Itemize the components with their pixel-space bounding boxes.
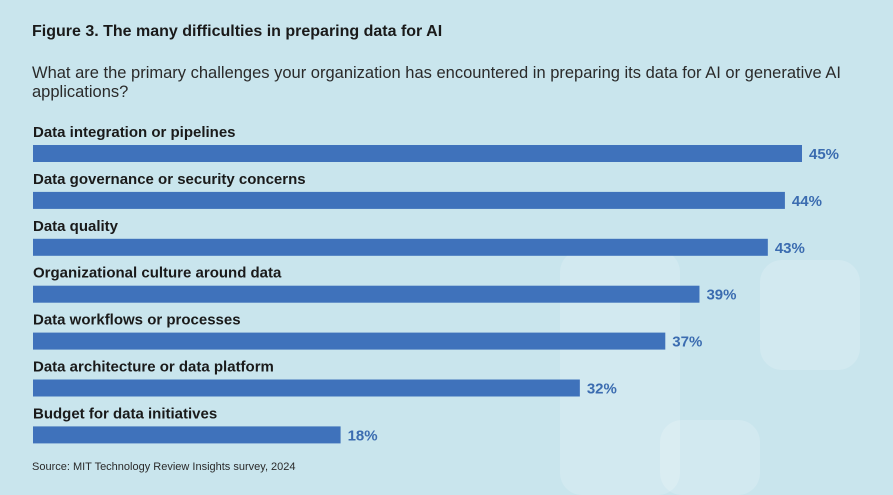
- chart-subtitle: What are the primary challenges your org…: [32, 64, 841, 101]
- value-label: 43%: [775, 240, 805, 257]
- bar: [33, 426, 341, 444]
- bar: [33, 285, 700, 303]
- value-label: 45%: [809, 146, 839, 163]
- source-note: Source: MIT Technology Review Insights s…: [32, 461, 296, 473]
- category-label: Data integration or pipelines: [33, 124, 236, 141]
- category-label: Data governance or security concerns: [33, 171, 306, 188]
- category-label: Organizational culture around data: [33, 265, 282, 282]
- bar: [33, 379, 580, 397]
- background-decoration: [760, 260, 860, 370]
- category-label: Data quality: [33, 218, 119, 235]
- value-label: 37%: [672, 334, 702, 351]
- category-label: Data architecture or data platform: [33, 359, 274, 376]
- value-label: 32%: [587, 381, 617, 398]
- value-label: 44%: [792, 193, 822, 210]
- bar: [33, 238, 768, 256]
- value-label: 39%: [706, 287, 736, 304]
- value-label: 18%: [348, 427, 378, 444]
- bar: [33, 191, 785, 209]
- category-label: Budget for data initiatives: [33, 405, 217, 422]
- category-label: Data workflows or processes: [33, 312, 241, 329]
- bar: [33, 145, 802, 162]
- background-decoration: [660, 420, 760, 495]
- chart-title: Figure 3. The many difficulties in prepa…: [32, 23, 443, 40]
- bar: [33, 332, 666, 350]
